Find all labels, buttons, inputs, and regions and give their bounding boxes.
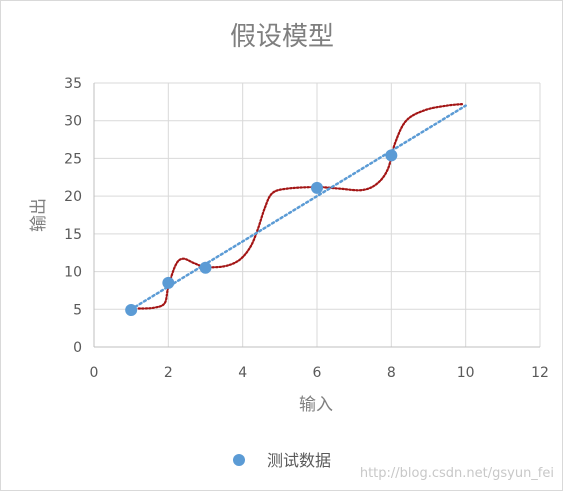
x-axis-label: 输入 xyxy=(299,395,333,415)
y-tick-label: 35 xyxy=(64,76,82,92)
axes xyxy=(93,83,540,348)
data-point xyxy=(125,304,138,317)
x-tick-label: 2 xyxy=(164,365,173,381)
linear-trendline xyxy=(129,104,467,311)
y-tick-label: 15 xyxy=(64,227,82,243)
plot-series xyxy=(125,103,467,317)
x-tick-label: 6 xyxy=(313,365,322,381)
data-point xyxy=(311,181,323,194)
y-tick-label: 25 xyxy=(64,151,82,167)
legend: 测试数据 xyxy=(233,451,331,470)
x-tick-label: 8 xyxy=(387,365,396,381)
y-tick-label: 10 xyxy=(64,265,82,281)
data-point xyxy=(199,261,212,274)
data-point xyxy=(385,149,398,162)
x-tick-label: 12 xyxy=(531,365,549,381)
chart-title: 假设模型 xyxy=(230,22,334,52)
tick-labels: 0 5 10 15 20 25 30 35 0 2 4 6 8 10 12 xyxy=(64,76,549,381)
y-tick-label: 20 xyxy=(64,189,82,205)
y-tick-label: 30 xyxy=(64,114,82,130)
y-tick-label: 5 xyxy=(73,302,82,318)
x-tick-label: 4 xyxy=(238,365,247,381)
x-tick-label: 0 xyxy=(90,365,99,381)
model-curve xyxy=(137,103,464,310)
data-point xyxy=(162,276,175,289)
gridlines xyxy=(94,82,541,347)
legend-marker-icon xyxy=(233,454,245,466)
y-axis-label: 输出 xyxy=(29,198,49,232)
x-tick-label: 10 xyxy=(457,365,475,381)
y-tick-label: 0 xyxy=(73,340,82,356)
watermark-text: http://blog.csdn.net/gsyun_fei xyxy=(360,466,554,481)
legend-label: 测试数据 xyxy=(267,451,331,470)
